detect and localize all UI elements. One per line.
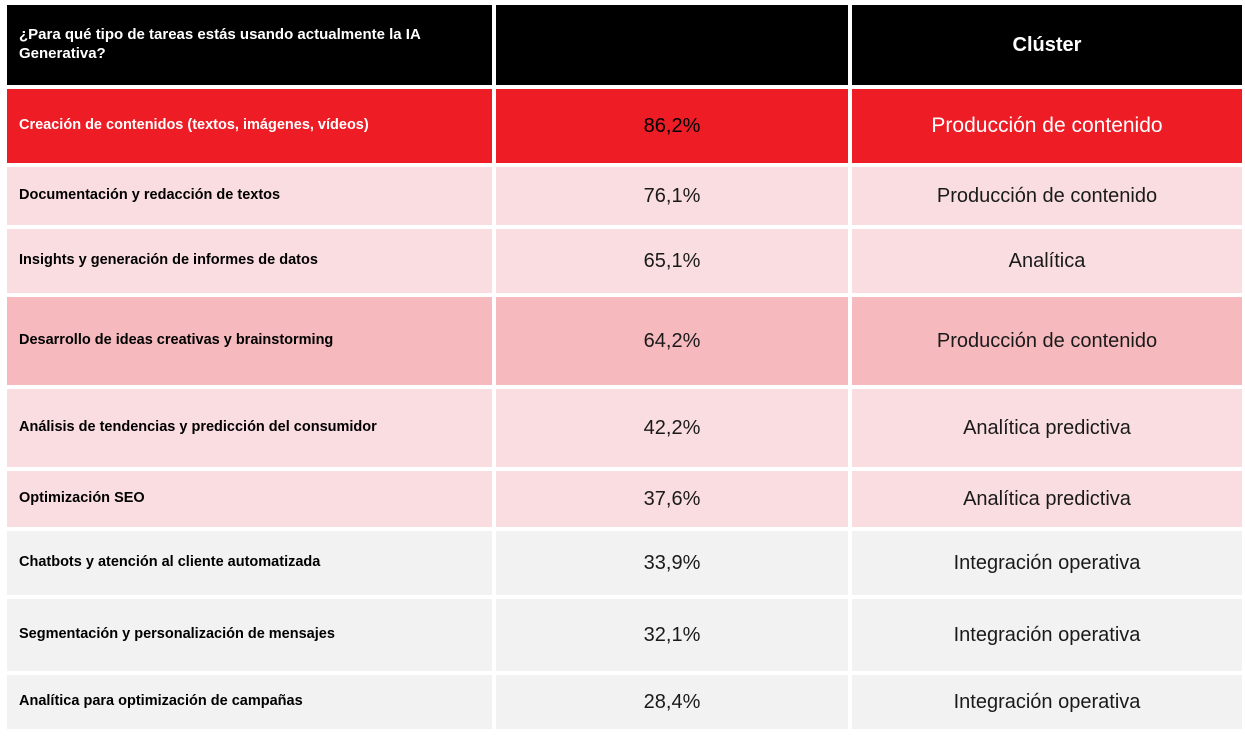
table-row: Desarrollo de ideas creativas y brainsto… [7, 297, 1242, 385]
value-header-cell [496, 5, 848, 85]
value-cell: 42,2% [496, 389, 848, 467]
task-cell: Desarrollo de ideas creativas y brainsto… [7, 297, 492, 385]
table-row: Segmentación y personalización de mensaj… [7, 599, 1242, 671]
value-cell: 86,2% [496, 89, 848, 163]
value-cell: 65,1% [496, 229, 848, 293]
table-row: Optimización SEO 37,6% Analítica predict… [7, 471, 1242, 527]
value-cell: 64,2% [496, 297, 848, 385]
cluster-cell: Analítica predictiva [852, 389, 1242, 467]
task-cell: Creación de contenidos (textos, imágenes… [7, 89, 492, 163]
table-row: Creación de contenidos (textos, imágenes… [7, 89, 1242, 163]
value-cell: 28,4% [496, 675, 848, 729]
task-cell: Análisis de tendencias y predicción del … [7, 389, 492, 467]
table-row: Chatbots y atención al cliente automatiz… [7, 531, 1242, 595]
cluster-cell: Analítica [852, 229, 1242, 293]
task-cell: Analítica para optimización de campañas [7, 675, 492, 729]
cluster-cell: Producción de contenido [852, 297, 1242, 385]
cluster-cell: Analítica predictiva [852, 471, 1242, 527]
table-row: Insights y generación de informes de dat… [7, 229, 1242, 293]
task-cell: Chatbots y atención al cliente automatiz… [7, 531, 492, 595]
header-row: ¿Para qué tipo de tareas estás usando ac… [7, 5, 1242, 85]
value-cell: 76,1% [496, 167, 848, 225]
value-cell: 33,9% [496, 531, 848, 595]
table-row: Análisis de tendencias y predicción del … [7, 389, 1242, 467]
cluster-cell: Producción de contenido [852, 89, 1242, 163]
cluster-cell: Integración operativa [852, 675, 1242, 729]
cluster-cell: Integración operativa [852, 599, 1242, 671]
task-cell: Segmentación y personalización de mensaj… [7, 599, 492, 671]
task-cell: Insights y generación de informes de dat… [7, 229, 492, 293]
task-cell: Documentación y redacción de textos [7, 167, 492, 225]
cluster-header-cell: Clúster [852, 5, 1242, 85]
genai-tasks-table: ¿Para qué tipo de tareas estás usando ac… [3, 1, 1245, 733]
question-header-cell: ¿Para qué tipo de tareas estás usando ac… [7, 5, 492, 85]
cluster-cell: Producción de contenido [852, 167, 1242, 225]
value-cell: 32,1% [496, 599, 848, 671]
table-row: Documentación y redacción de textos 76,1… [7, 167, 1242, 225]
task-cell: Optimización SEO [7, 471, 492, 527]
table-row: Analítica para optimización de campañas … [7, 675, 1242, 729]
value-cell: 37,6% [496, 471, 848, 527]
cluster-cell: Integración operativa [852, 531, 1242, 595]
